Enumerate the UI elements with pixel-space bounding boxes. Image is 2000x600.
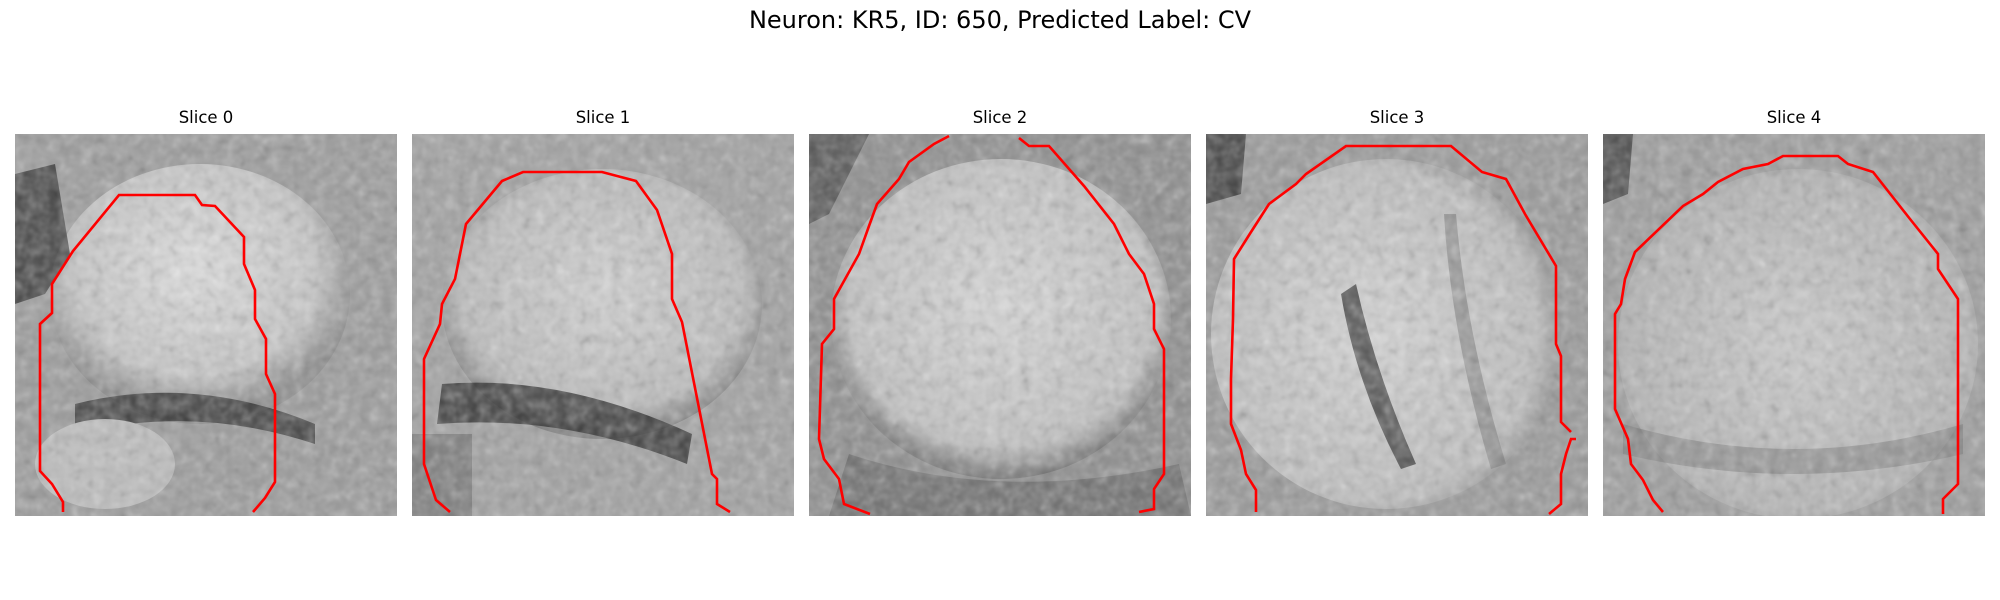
slice-2-contour-right [1018,136,1166,514]
slice-1-title: Slice 1 [575,108,631,127]
slice-1-image [412,134,794,516]
slice-2-title: Slice 2 [972,108,1028,127]
slice-3-contour-main [1229,144,1572,512]
slice-3-image [1206,134,1588,516]
slice-0-contour [38,193,277,513]
slice-1-contour [422,170,731,514]
slice-2-image [809,134,1191,516]
slice-0-image [15,134,397,516]
slice-4-image [1603,134,1985,516]
figure-title: Neuron: KR5, ID: 650, Predicted Label: C… [748,6,1252,34]
slice-3-title: Slice 3 [1369,108,1425,127]
slice-4-title: Slice 4 [1766,108,1822,127]
slice-0-title: Slice 0 [178,108,234,127]
slice-4-contour [1613,154,1960,514]
slice-2-contour-left [817,134,950,516]
slice-3-contour-tail [1548,437,1576,515]
